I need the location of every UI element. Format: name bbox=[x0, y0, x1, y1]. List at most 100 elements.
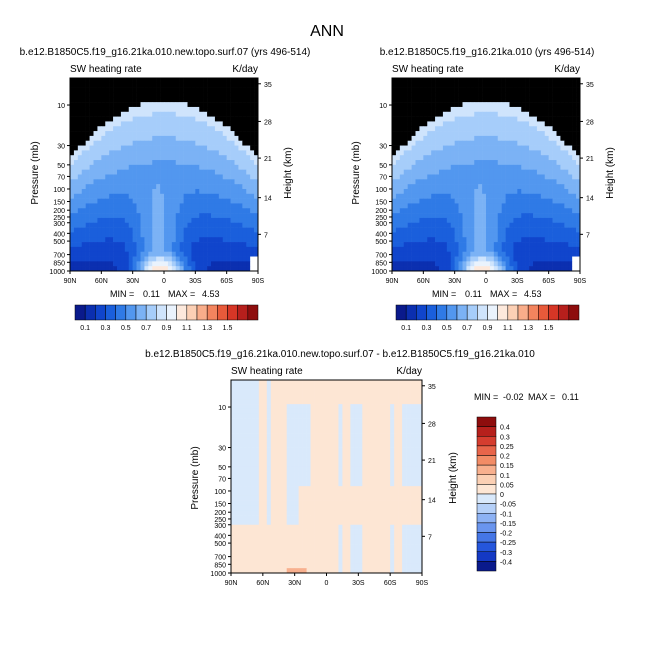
heatmap-cell bbox=[183, 164, 188, 170]
heatmap-cell bbox=[521, 78, 526, 84]
heatmap-cell bbox=[525, 232, 530, 238]
heatmap-cell bbox=[390, 394, 395, 400]
heatmap-cell bbox=[462, 256, 467, 262]
heatmap-cell bbox=[254, 160, 259, 166]
heatmap-cell bbox=[132, 246, 137, 253]
heatmap-cell bbox=[274, 428, 280, 434]
heatmap-cell bbox=[167, 87, 173, 93]
heatmap-cell bbox=[270, 380, 276, 386]
heatmap-cell bbox=[411, 237, 416, 243]
heatmap-cell bbox=[548, 135, 553, 142]
heatmap-cell bbox=[350, 447, 355, 453]
heatmap-cell bbox=[466, 102, 471, 108]
heatmap-cell bbox=[568, 261, 573, 267]
heatmap-cell bbox=[183, 188, 188, 195]
heatmap-cell bbox=[113, 217, 118, 224]
heatmap-cell bbox=[399, 106, 405, 113]
heatmap-cell bbox=[250, 476, 256, 482]
heatmap-cell bbox=[73, 237, 79, 243]
heatmap-cell bbox=[446, 155, 452, 161]
heatmap-cell bbox=[101, 92, 106, 98]
heatmap-cell bbox=[517, 179, 522, 185]
heatmap-cell bbox=[89, 111, 94, 117]
heatmap-cell bbox=[411, 164, 416, 170]
heatmap-cell bbox=[282, 452, 288, 458]
heatmap-cell bbox=[160, 92, 165, 98]
heatmap-cell bbox=[458, 242, 463, 248]
heatmap-cell bbox=[540, 97, 546, 103]
heatmap-cell bbox=[167, 179, 173, 185]
heatmap-cell bbox=[407, 140, 412, 146]
heatmap-cell bbox=[97, 145, 102, 151]
heatmap-cell bbox=[354, 394, 359, 400]
heatmap-cell bbox=[203, 150, 208, 156]
heatmap-cell bbox=[423, 237, 428, 243]
heatmap-cell bbox=[207, 150, 212, 156]
heatmap-cell bbox=[572, 232, 577, 238]
heatmap-cell bbox=[286, 418, 291, 424]
heatmap-cell bbox=[540, 155, 546, 161]
heatmap-cell bbox=[230, 150, 235, 156]
heatmap-cell bbox=[529, 145, 534, 151]
heatmap-cell bbox=[306, 462, 311, 468]
heatmap-cell bbox=[199, 145, 204, 151]
heatmap-cell bbox=[148, 150, 153, 156]
heatmap-cell bbox=[230, 256, 235, 262]
heatmap-cell bbox=[382, 452, 387, 458]
heatmap-cell bbox=[89, 169, 94, 175]
heatmap-cell bbox=[482, 227, 487, 233]
heatmap-cell bbox=[544, 87, 549, 93]
colorbar-label: 0.1 bbox=[80, 325, 90, 332]
heatmap-cell bbox=[207, 126, 212, 132]
heatmap-cell bbox=[148, 246, 153, 253]
heatmap-cell bbox=[322, 457, 327, 463]
heatmap-cell bbox=[250, 121, 255, 127]
heatmap-cell bbox=[195, 135, 200, 142]
heatmap-cell bbox=[338, 428, 343, 434]
heatmap-cell bbox=[446, 261, 452, 267]
heatmap-cell bbox=[446, 97, 452, 103]
heatmap-cell bbox=[435, 116, 440, 122]
heatmap-cell bbox=[462, 121, 467, 127]
heatmap-cell bbox=[431, 179, 436, 185]
heatmap-cell bbox=[148, 116, 153, 122]
heatmap-cell bbox=[407, 121, 412, 127]
heatmap-cell bbox=[533, 242, 538, 248]
heatmap-cell bbox=[195, 164, 200, 170]
heatmap-cell bbox=[418, 389, 423, 395]
heatmap-cell bbox=[330, 389, 335, 395]
heatmap-cell bbox=[250, 145, 255, 151]
heatmap-cell bbox=[525, 217, 530, 224]
heatmap-cell bbox=[140, 164, 145, 170]
heatmap-cell bbox=[203, 246, 208, 253]
heatmap-cell bbox=[564, 92, 569, 98]
heatmap-cell bbox=[278, 404, 284, 410]
heatmap-cell bbox=[230, 217, 235, 224]
heatmap-cell bbox=[113, 150, 118, 156]
heatmap-cell bbox=[564, 188, 569, 195]
heatmap-cell bbox=[509, 164, 514, 170]
heatmap-cell bbox=[454, 140, 459, 146]
heatmap-cell bbox=[105, 121, 110, 127]
heatmap-cell bbox=[211, 203, 216, 209]
heatmap-cell bbox=[97, 242, 102, 248]
heatmap-cell bbox=[392, 164, 397, 170]
heatmap-cell bbox=[513, 164, 518, 170]
heatmap-cell bbox=[548, 261, 553, 267]
heatmap-cell bbox=[431, 155, 436, 161]
heatmap-cell bbox=[160, 145, 165, 151]
heatmap-cell bbox=[160, 106, 165, 113]
heatmap-cell bbox=[382, 399, 387, 405]
heatmap-cell bbox=[489, 126, 495, 132]
heatmap-cell bbox=[222, 174, 227, 180]
heatmap-cell bbox=[242, 246, 247, 253]
colorbar-swatch bbox=[395, 304, 407, 321]
heatmap-cell bbox=[556, 131, 561, 137]
heatmap-cell bbox=[474, 213, 479, 219]
heatmap-cell bbox=[101, 266, 106, 272]
heatmap-cell bbox=[346, 423, 351, 429]
heatmap-cell bbox=[482, 97, 487, 103]
heatmap-cell bbox=[493, 188, 499, 195]
heatmap-cell bbox=[489, 106, 495, 113]
heatmap-cell bbox=[97, 174, 102, 180]
